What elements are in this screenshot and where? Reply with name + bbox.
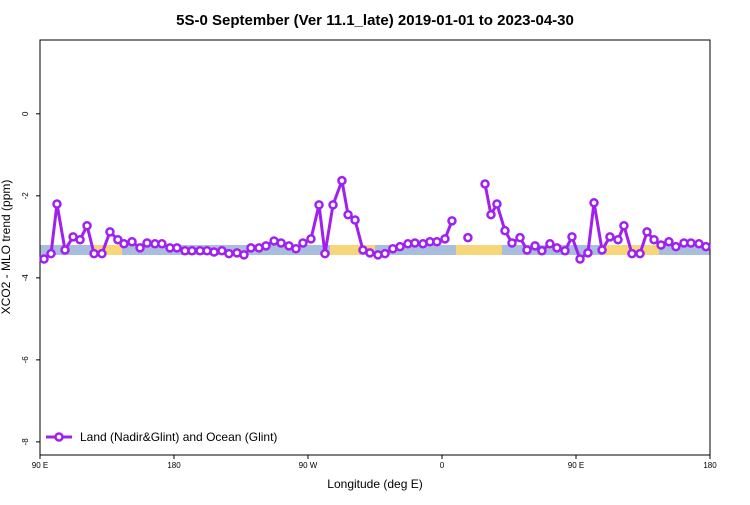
data-point	[701, 241, 711, 252]
x-axis-label: Longitude (deg E)	[327, 477, 422, 491]
data-point	[522, 245, 532, 255]
data-point	[597, 245, 607, 255]
data-point	[135, 243, 145, 253]
data-point	[642, 227, 652, 237]
y-tick-label: -2	[21, 192, 30, 200]
band-land	[456, 245, 502, 255]
data-point	[113, 234, 123, 245]
data-point	[575, 254, 585, 264]
data-point	[671, 241, 681, 252]
data-point	[46, 248, 56, 259]
data-point	[686, 238, 696, 248]
data-point	[380, 248, 390, 259]
data-point	[157, 239, 167, 249]
data-point	[613, 234, 623, 245]
data-point	[552, 243, 562, 253]
data-point	[306, 234, 316, 244]
data-point	[314, 200, 324, 210]
data-point	[119, 239, 129, 249]
data-point	[239, 250, 249, 260]
x-tick-label: 90 E	[568, 461, 584, 470]
x-tick-label: 180	[167, 461, 181, 470]
data-point	[507, 238, 517, 248]
data-point	[97, 248, 107, 259]
data-point	[515, 232, 525, 243]
band-land	[330, 245, 375, 255]
data-point	[410, 238, 420, 248]
data-point	[89, 248, 99, 259]
data-point	[560, 246, 570, 256]
data-point	[589, 198, 599, 208]
data-point	[530, 241, 540, 251]
data-point	[545, 239, 555, 249]
legend-marker	[54, 432, 64, 442]
data-point	[187, 246, 197, 256]
x-tick-label: 90 E	[32, 461, 48, 470]
data-point	[395, 241, 405, 252]
y-tick-label: -6	[21, 356, 30, 364]
data-point	[209, 247, 219, 257]
data-point	[337, 175, 347, 186]
data-point	[291, 243, 301, 254]
data-point	[500, 225, 510, 236]
data-point	[365, 248, 375, 258]
x-tick-label: 0	[440, 461, 445, 470]
y-tick-label: 0	[21, 111, 30, 116]
data-point	[75, 234, 85, 245]
data-point	[60, 245, 70, 255]
data-point	[350, 215, 360, 225]
data-point	[492, 199, 502, 209]
y-tick-label: -4	[21, 274, 30, 282]
data-point	[328, 200, 338, 210]
band-land	[92, 245, 122, 255]
data-point	[480, 179, 490, 189]
x-tick-label: 90 W	[299, 461, 318, 470]
data-point	[664, 237, 674, 247]
data-point	[440, 234, 450, 244]
data-point	[298, 238, 308, 248]
data-point	[127, 237, 137, 247]
data-point	[172, 243, 182, 253]
y-axis-label: XCO2 - MLO trend (ppm)	[0, 180, 13, 315]
data-point	[224, 248, 234, 259]
data-point	[463, 232, 473, 243]
y-tick-label: -8	[21, 438, 30, 446]
data-point	[432, 237, 442, 247]
legend-entry: Land (Nadir&Glint) and Ocean (Glint)	[46, 430, 277, 444]
data-point	[142, 238, 152, 248]
data-point	[656, 240, 666, 250]
data-point	[39, 254, 49, 264]
data-point	[649, 234, 659, 245]
x-tick-label: 180	[703, 461, 717, 470]
data-point	[447, 216, 457, 226]
data-point	[276, 238, 286, 248]
data-point	[82, 221, 92, 231]
data-point	[583, 248, 593, 258]
data-point	[246, 243, 256, 253]
chart-title: 5S-0 September (Ver 11.1_late) 2019-01-0…	[176, 12, 574, 29]
data-point	[52, 199, 62, 209]
data-point	[537, 246, 547, 256]
data-point	[320, 248, 330, 259]
data-point	[627, 248, 637, 259]
data-point	[343, 209, 353, 220]
legend-label: Land (Nadir&Glint) and Ocean (Glint)	[80, 430, 277, 444]
data-point	[619, 221, 629, 231]
data-point	[486, 209, 496, 220]
data-point	[261, 241, 271, 251]
data-point	[605, 232, 615, 242]
data-point	[105, 227, 115, 237]
data-point	[567, 232, 577, 242]
data-point	[635, 248, 645, 259]
